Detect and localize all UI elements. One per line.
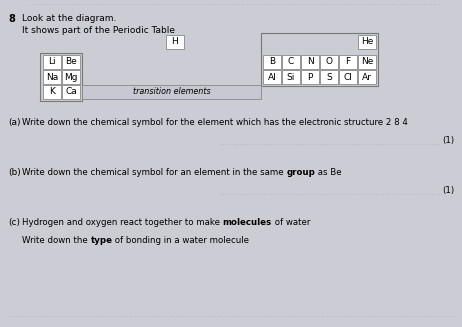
Text: Na: Na xyxy=(46,73,58,81)
Text: molecules: molecules xyxy=(223,218,272,227)
Text: S: S xyxy=(326,73,332,81)
Text: C: C xyxy=(288,58,294,66)
Bar xyxy=(43,85,61,99)
Bar xyxy=(261,33,378,86)
Bar xyxy=(320,55,338,69)
Bar xyxy=(40,53,82,101)
Text: of bonding in a water molecule: of bonding in a water molecule xyxy=(113,236,249,245)
Text: Write down the: Write down the xyxy=(22,236,91,245)
Bar xyxy=(358,35,376,49)
Bar xyxy=(339,55,357,69)
Text: Ne: Ne xyxy=(361,58,373,66)
Text: N: N xyxy=(307,58,313,66)
Text: O: O xyxy=(326,58,333,66)
Text: Ar: Ar xyxy=(362,73,372,81)
Bar xyxy=(282,70,300,84)
Bar xyxy=(320,70,338,84)
Text: type: type xyxy=(91,236,113,245)
Text: It shows part of the Periodic Table: It shows part of the Periodic Table xyxy=(22,26,175,35)
Text: Look at the diagram.: Look at the diagram. xyxy=(22,14,116,23)
Bar xyxy=(62,70,80,84)
Text: F: F xyxy=(346,58,351,66)
Text: (b): (b) xyxy=(8,168,21,177)
Text: group: group xyxy=(286,168,315,177)
Bar xyxy=(62,55,80,69)
Text: Be: Be xyxy=(65,58,77,66)
Text: (1): (1) xyxy=(442,136,454,145)
Text: K: K xyxy=(49,88,55,96)
Bar xyxy=(166,35,184,49)
Text: as Be: as Be xyxy=(315,168,342,177)
Text: Si: Si xyxy=(287,73,295,81)
Bar xyxy=(358,55,376,69)
Bar xyxy=(62,85,80,99)
Text: Li: Li xyxy=(48,58,56,66)
Text: 8: 8 xyxy=(8,14,15,24)
Text: (1): (1) xyxy=(442,186,454,195)
Text: (c): (c) xyxy=(8,218,20,227)
Bar xyxy=(282,55,300,69)
Text: Cl: Cl xyxy=(344,73,353,81)
Bar xyxy=(263,55,281,69)
Bar xyxy=(301,55,319,69)
Text: Ca: Ca xyxy=(65,88,77,96)
Text: Mg: Mg xyxy=(64,73,78,81)
Bar xyxy=(43,55,61,69)
Bar xyxy=(358,70,376,84)
Text: B: B xyxy=(269,58,275,66)
Bar xyxy=(301,70,319,84)
Bar xyxy=(82,85,261,99)
Text: Hydrogen and oxygen react together to make: Hydrogen and oxygen react together to ma… xyxy=(22,218,223,227)
Text: transition elements: transition elements xyxy=(133,88,210,96)
Text: of water: of water xyxy=(272,218,310,227)
Text: Write down the chemical symbol for an element in the same: Write down the chemical symbol for an el… xyxy=(22,168,286,177)
Text: Write down the chemical symbol for the element which has the electronic structur: Write down the chemical symbol for the e… xyxy=(22,118,408,127)
Text: Al: Al xyxy=(267,73,276,81)
Bar xyxy=(339,70,357,84)
Text: (a): (a) xyxy=(8,118,20,127)
Text: P: P xyxy=(307,73,313,81)
Text: H: H xyxy=(171,38,178,46)
Bar xyxy=(43,70,61,84)
Bar xyxy=(263,70,281,84)
Text: He: He xyxy=(361,38,373,46)
